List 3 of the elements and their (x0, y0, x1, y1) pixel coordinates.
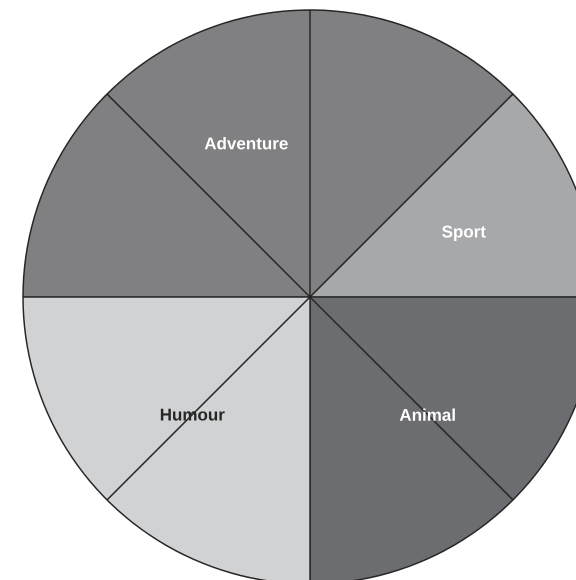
slice-label: Adventure (204, 136, 288, 150)
slice-label: Sport (442, 226, 486, 241)
slice-label: Animal (400, 408, 455, 421)
